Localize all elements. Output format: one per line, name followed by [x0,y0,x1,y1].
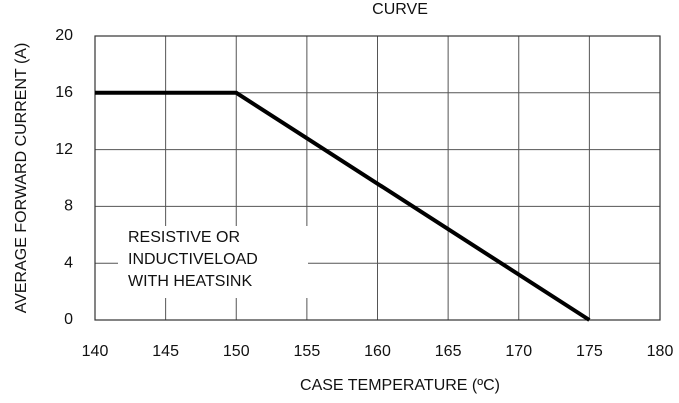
x-tick-label: 170 [505,343,532,360]
y-tick-label: 4 [64,254,73,271]
x-tick-label: 140 [82,343,109,360]
x-axis-label: CASE TEMPERATURE (ºC) [300,377,500,394]
y-axis-label: AVERAGE FORWARD CURRENT (A) [13,43,30,314]
annotation-box [118,226,308,298]
x-tick-label: 165 [435,343,462,360]
x-tick-label: 175 [576,343,603,360]
y-tick-label: 8 [64,198,73,215]
x-tick-label: 155 [294,343,321,360]
x-tick-label: 180 [647,343,674,360]
x-tick-label: 145 [152,343,179,360]
x-tick-label: 160 [364,343,391,360]
y-tick-label: 20 [55,27,73,44]
chart-title: CURVE [372,1,428,18]
y-tick-label: 16 [55,84,73,101]
annotation: RESISTIVE OR [128,229,240,246]
annotation: WITH HEATSINK [128,273,252,290]
x-tick-label: 150 [223,343,250,360]
annotation: INDUCTIVELOAD [128,251,258,268]
y-tick-label: 0 [64,311,73,328]
plot-frame [94,35,661,321]
data-line [95,90,591,322]
y-tick-label: 12 [55,141,73,158]
